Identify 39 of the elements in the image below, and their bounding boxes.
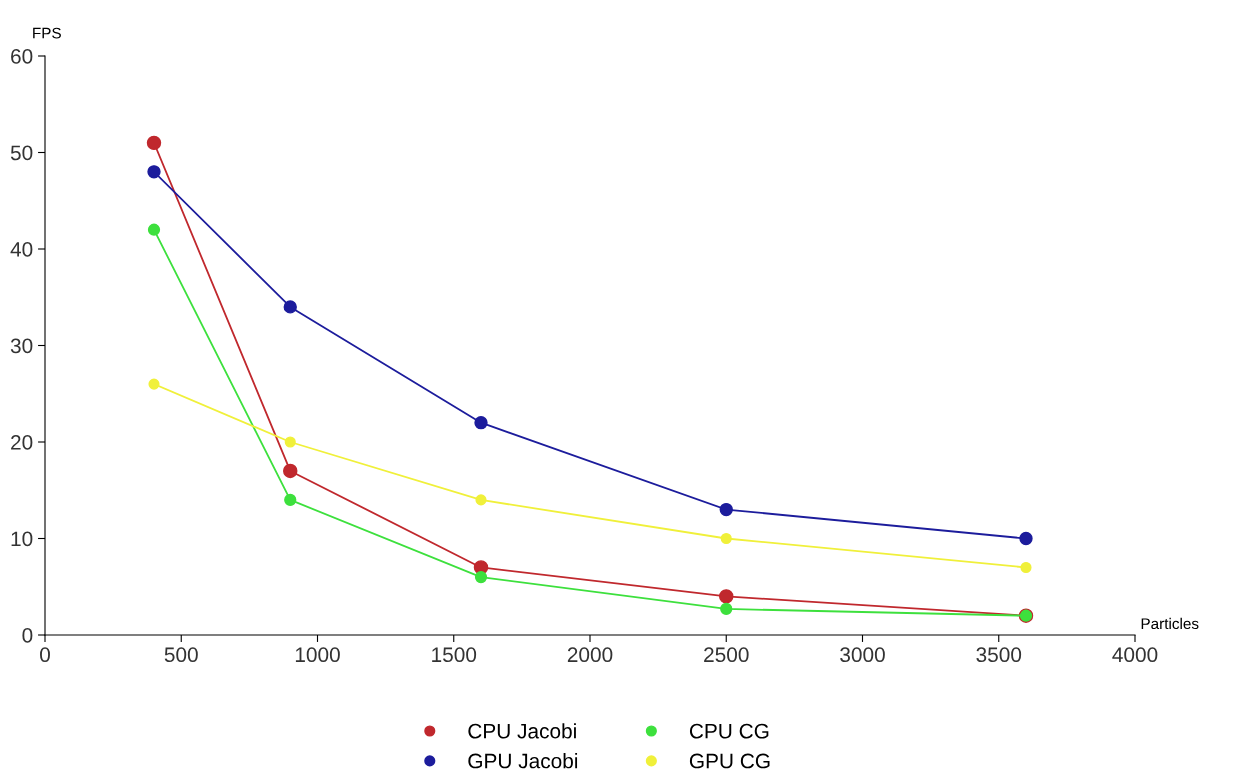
y-tick-label: 30 <box>10 338 33 354</box>
x-tick-label: 2000 <box>567 647 613 663</box>
legend-label: GPU Jacobi <box>468 753 578 769</box>
x-tick-label: 3000 <box>840 647 885 663</box>
point <box>283 300 297 314</box>
y-tick-label: 0 <box>22 628 33 643</box>
point <box>720 602 733 616</box>
x-tick-label: 1500 <box>432 647 477 663</box>
y-tick-label: 40 <box>10 242 33 257</box>
y-tick-label: 50 <box>10 145 33 161</box>
point <box>1020 561 1032 574</box>
x-tick-label: 0 <box>40 647 50 663</box>
x-tick-label: 500 <box>164 647 198 663</box>
x-tick-label: 1000 <box>295 647 340 663</box>
y-tick-label: 10 <box>11 531 33 547</box>
point <box>474 570 488 584</box>
x-tick-label: 3500 <box>976 647 1022 663</box>
point <box>284 493 297 507</box>
point <box>284 436 296 448</box>
point <box>474 416 488 430</box>
point <box>146 135 162 151</box>
point <box>148 378 160 390</box>
point <box>475 494 487 506</box>
legend-label: CPU Jacobi <box>468 723 576 739</box>
legend-label: GPU CG <box>689 753 770 769</box>
x-tick-label: 4000 <box>1112 647 1158 663</box>
y-axis-title: FPS <box>33 27 61 39</box>
point <box>147 223 161 236</box>
point <box>147 165 161 179</box>
legend-label: CPU CG <box>689 723 769 739</box>
x-axis-title: Particles <box>1141 617 1199 630</box>
point <box>719 502 733 517</box>
point <box>1019 531 1033 546</box>
point <box>720 532 732 545</box>
point <box>283 463 298 479</box>
y-tick-label: 60 <box>11 49 33 64</box>
point <box>719 589 734 604</box>
y-tick-label: 20 <box>11 435 33 450</box>
x-tick-label: 2500 <box>704 647 749 663</box>
